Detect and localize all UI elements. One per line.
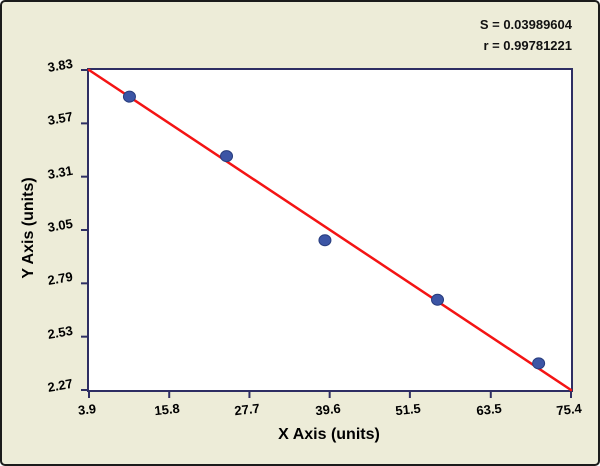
x-tick-label: 39.6 [314, 400, 342, 419]
x-tick-label: 15.8 [153, 400, 181, 419]
stat-s-value: S = 0.03989604 [479, 17, 572, 32]
x-tick-label: 75.4 [555, 400, 583, 419]
x-tick-label: 27.7 [234, 400, 261, 419]
stat-r-value: r = 0.99781221 [483, 38, 572, 54]
data-point [318, 234, 332, 247]
regression-line [87, 68, 573, 392]
x-tick-label: 3.9 [77, 401, 97, 418]
x-tick-label: 51.5 [394, 400, 422, 419]
y-tick-label: 3.57 [46, 109, 74, 129]
data-point [220, 150, 234, 163]
fit-statistics: S = 0.03989604 r = 0.99781221 [480, 14, 572, 57]
data-point [431, 293, 445, 306]
scatter-plot-svg [81, 68, 573, 398]
y-tick-label: 3.83 [46, 55, 74, 75]
plot-area [81, 68, 573, 398]
y-tick-label: 2.53 [46, 322, 74, 342]
data-point [532, 357, 546, 370]
y-tick-label: 3.31 [46, 162, 74, 182]
data-point [122, 90, 136, 103]
x-tick-label: 63.5 [475, 400, 503, 419]
y-tick-label: 2.27 [46, 375, 74, 395]
x-axis-title: X Axis (units) [278, 426, 380, 443]
